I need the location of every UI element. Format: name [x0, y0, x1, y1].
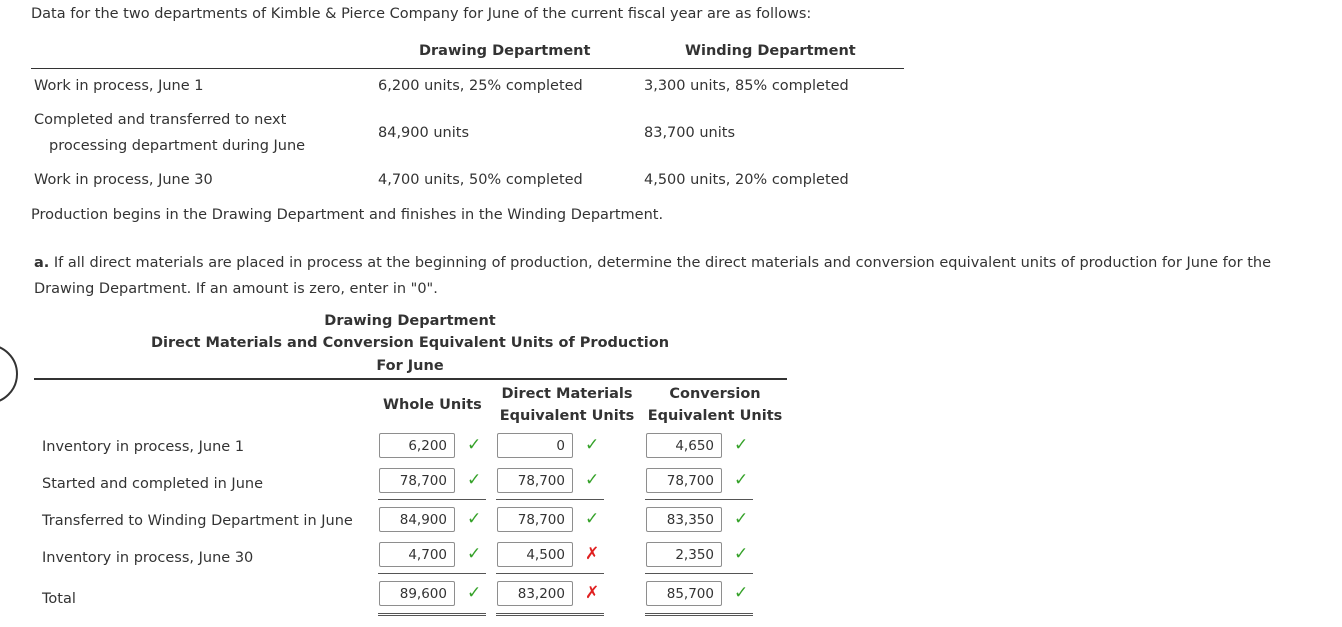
correct-check-icon: ✓ — [734, 509, 749, 529]
incorrect-x-icon: ✗ — [585, 544, 600, 564]
step-indicator-circle — [0, 344, 18, 404]
data-row-drawing: 6,200 units, 25% completed — [378, 78, 583, 94]
dm-units-input[interactable] — [497, 433, 573, 458]
correct-check-icon: ✓ — [734, 470, 749, 490]
schedule-row-label: Started and completed in June — [42, 476, 263, 492]
correct-check-icon: ✓ — [585, 435, 600, 455]
conv-units-input[interactable] — [646, 581, 722, 606]
data-row-winding: 3,300 units, 85% completed — [644, 78, 849, 94]
schedule-top-rule — [34, 378, 787, 380]
subtotal-rule — [645, 499, 753, 500]
whole-units-input[interactable] — [379, 507, 455, 532]
schedule-row-label: Total — [42, 591, 76, 607]
correct-check-icon: ✓ — [734, 583, 749, 603]
total-double-rule — [378, 613, 486, 616]
dm-units-input[interactable] — [497, 468, 573, 493]
correct-check-icon: ✓ — [467, 435, 482, 455]
schedule-row-label: Inventory in process, June 30 — [42, 550, 254, 566]
data-row-label: Completed and transferred to next — [34, 112, 287, 128]
whole-units-input[interactable] — [379, 542, 455, 567]
question-line-2: Drawing Department. If an amount is zero… — [34, 281, 438, 297]
dm-units-input[interactable] — [497, 581, 573, 606]
correct-check-icon: ✓ — [734, 435, 749, 455]
subtotal-rule — [378, 499, 486, 500]
intro-text: Data for the two departments of Kimble &… — [31, 6, 812, 22]
header-divider — [31, 68, 904, 69]
subtotal-rule — [378, 573, 486, 574]
correct-check-icon: ✓ — [585, 470, 600, 490]
correct-check-icon: ✓ — [467, 544, 482, 564]
schedule-row-label: Inventory in process, June 1 — [42, 439, 245, 455]
schedule-period: For June — [376, 358, 444, 374]
correct-check-icon: ✓ — [585, 509, 600, 529]
subtotal-rule — [645, 573, 753, 574]
whole-units-input[interactable] — [379, 581, 455, 606]
schedule-title: Drawing Department — [324, 313, 496, 329]
question-letter: a. — [34, 255, 50, 271]
incorrect-x-icon: ✗ — [585, 583, 600, 603]
col-header-dm-sub: Equivalent Units — [499, 408, 635, 424]
data-row-drawing: 84,900 units — [378, 125, 469, 141]
drawing-dept-header: Drawing Department — [419, 43, 591, 59]
col-header-dm: Direct Materials — [501, 386, 633, 402]
correct-check-icon: ✓ — [734, 544, 749, 564]
data-row-drawing: 4,700 units, 50% completed — [378, 172, 583, 188]
col-header-conversion: Conversion — [669, 386, 761, 402]
subtotal-rule — [496, 499, 604, 500]
dm-units-input[interactable] — [497, 507, 573, 532]
conv-units-input[interactable] — [646, 542, 722, 567]
data-row-winding: 83,700 units — [644, 125, 735, 141]
correct-check-icon: ✓ — [467, 470, 482, 490]
subtotal-rule — [496, 573, 604, 574]
conv-units-input[interactable] — [646, 507, 722, 532]
data-row-label-cont: processing department during June — [49, 138, 306, 154]
schedule-subtitle: Direct Materials and Conversion Equivale… — [150, 335, 670, 351]
schedule-row-label: Transferred to Winding Department in Jun… — [42, 513, 353, 529]
total-double-rule — [645, 613, 753, 616]
conv-units-input[interactable] — [646, 468, 722, 493]
question-text: If all direct materials are placed in pr… — [53, 255, 1271, 271]
col-header-conversion-sub: Equivalent Units — [647, 408, 783, 424]
data-row-winding: 4,500 units, 20% completed — [644, 172, 849, 188]
whole-units-input[interactable] — [379, 433, 455, 458]
dm-units-input[interactable] — [497, 542, 573, 567]
data-row-label: Work in process, June 30 — [34, 172, 213, 188]
whole-units-input[interactable] — [379, 468, 455, 493]
correct-check-icon: ✓ — [467, 583, 482, 603]
total-double-rule — [496, 613, 604, 616]
winding-dept-header: Winding Department — [685, 43, 856, 59]
correct-check-icon: ✓ — [467, 509, 482, 529]
col-header-whole-units: Whole Units — [383, 397, 482, 413]
data-row-label: Work in process, June 1 — [34, 78, 204, 94]
production-note: Production begins in the Drawing Departm… — [31, 207, 664, 223]
conv-units-input[interactable] — [646, 433, 722, 458]
question-line-1: a. If all direct materials are placed in… — [34, 255, 1271, 271]
